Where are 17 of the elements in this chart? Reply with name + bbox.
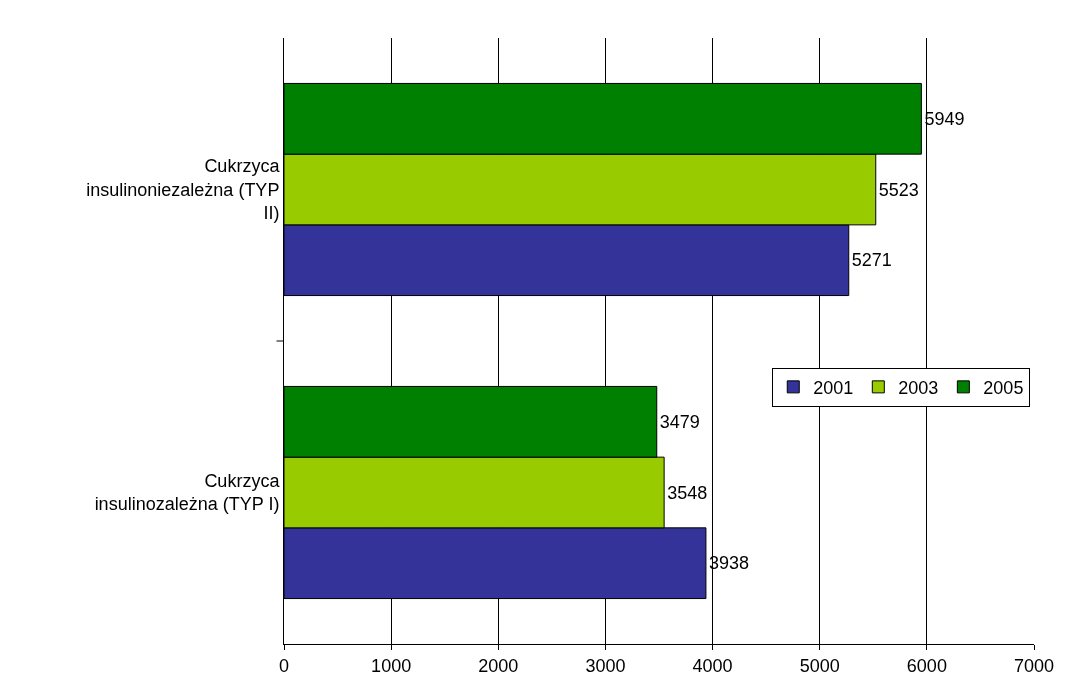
y-tick-label: Cukrzyca insulinoniezależna (TYP II) xyxy=(86,156,281,224)
legend-label: 2005 xyxy=(983,377,1024,398)
data-label: 5271 xyxy=(851,250,892,271)
x-tick-label: 7000 xyxy=(1013,655,1055,676)
x-tick-label: 4000 xyxy=(692,655,733,676)
legend-label: 2001 xyxy=(813,377,854,398)
x-tick-label: 5000 xyxy=(799,655,840,676)
y-tick-label: Cukrzyca insulinozależna (TYP I) xyxy=(94,471,281,515)
data-label: 3548 xyxy=(667,482,708,503)
data-label: 5523 xyxy=(878,179,919,200)
x-tick-label: 6000 xyxy=(906,655,947,676)
x-tick-label: 0 xyxy=(278,655,290,676)
x-tick-label: 1000 xyxy=(371,655,412,676)
x-tick-label: 3000 xyxy=(585,655,626,676)
data-label: 3479 xyxy=(659,411,700,432)
x-tick-label: 2000 xyxy=(478,655,519,676)
legend-label: 2003 xyxy=(898,377,939,398)
